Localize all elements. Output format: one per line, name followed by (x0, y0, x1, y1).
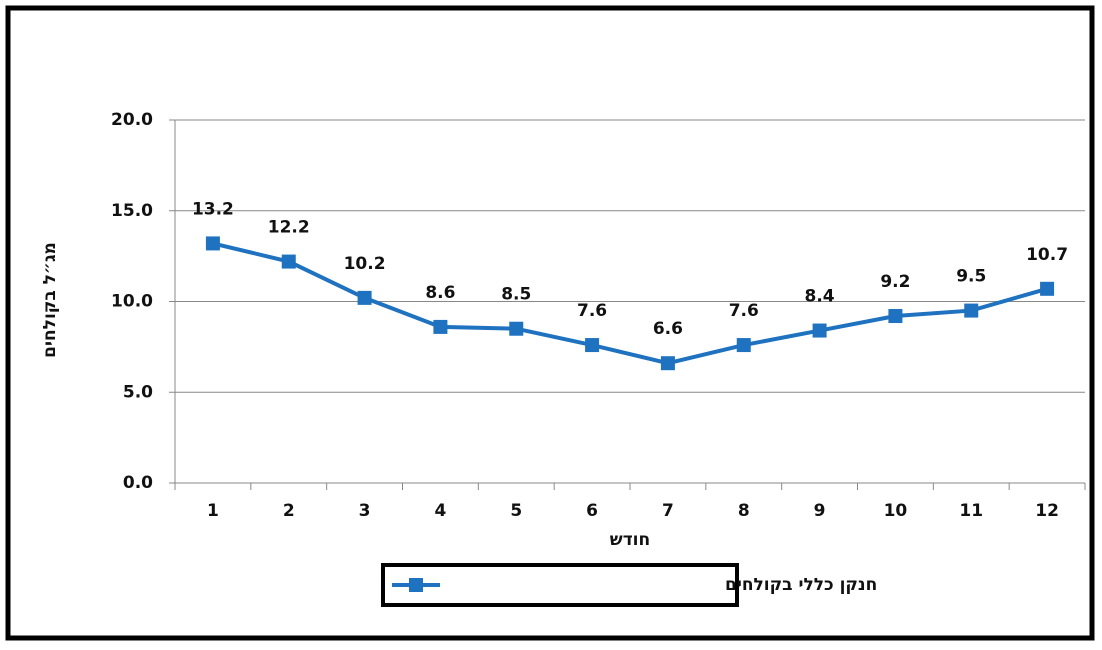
line (212, 241, 1048, 366)
y-tick-label: 15.0 (111, 201, 153, 221)
y-axis-label: מג״ל בקולחים (40, 242, 60, 358)
x-tick-label: 3 (359, 501, 371, 521)
marker (660, 356, 675, 371)
x-tick-label: 5 (510, 501, 522, 521)
marker (585, 338, 600, 353)
x-tick-label: 9 (814, 501, 826, 521)
marker (433, 319, 448, 334)
x-tick-label: 8 (738, 501, 750, 521)
data-label: 7.6 (577, 301, 607, 321)
data-label: 8.4 (805, 287, 835, 307)
frame (5, 5, 1095, 641)
data-label: 9.5 (956, 267, 986, 287)
marker (964, 303, 979, 318)
data-label: 9.2 (880, 272, 910, 292)
data-label: 8.5 (501, 285, 531, 305)
x-tick-label: 10 (884, 501, 908, 521)
x-tick-label: 6 (586, 501, 598, 521)
y-tick-label: 5.0 (123, 382, 153, 402)
legend-label: חנקן כללי בקולחים (725, 575, 877, 595)
legend-marker (409, 578, 423, 592)
x-tick-label: 2 (283, 501, 295, 521)
y-tick-label: 20.0 (111, 110, 153, 130)
legend-box (381, 563, 739, 607)
marker (357, 290, 372, 305)
marker (281, 254, 296, 269)
data-label: 10.2 (344, 254, 386, 274)
x-axis-label: חודש (610, 530, 650, 550)
x-tick-label: 7 (662, 501, 674, 521)
x-tick-label: 4 (434, 501, 446, 521)
x-tick-label: 11 (959, 501, 983, 521)
x-tick-label: 12 (1035, 501, 1059, 521)
data-label: 12.2 (268, 218, 310, 238)
data-label: 13.2 (192, 199, 234, 219)
marker (812, 323, 827, 338)
x-tick-label: 1 (207, 501, 219, 521)
marker (736, 338, 751, 353)
data-label: 8.6 (425, 283, 455, 303)
y-tick-label: 0.0 (123, 473, 153, 493)
marker (509, 321, 524, 336)
y-tick-label: 10.0 (111, 292, 153, 312)
marker (205, 236, 220, 251)
data-label: 10.7 (1026, 245, 1068, 265)
marker (1040, 281, 1055, 296)
data-label: 7.6 (729, 301, 759, 321)
data-label: 6.6 (653, 319, 683, 339)
marker (888, 309, 903, 324)
